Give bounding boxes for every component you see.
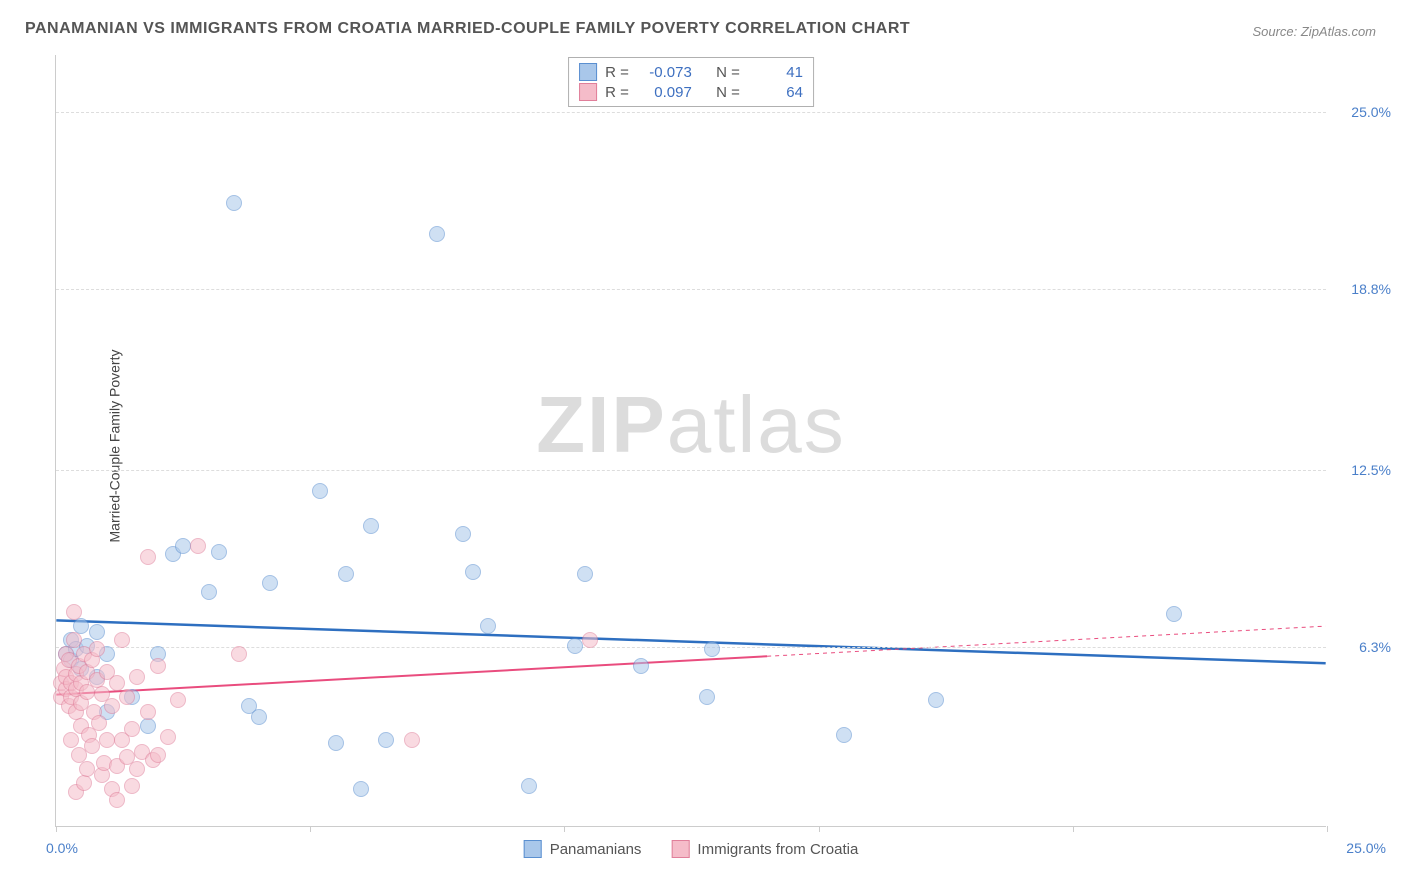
- scatter-point: [353, 781, 369, 797]
- x-axis-max-label: 25.0%: [1346, 840, 1386, 856]
- scatter-point: [211, 544, 227, 560]
- scatter-point: [404, 732, 420, 748]
- scatter-point: [84, 738, 100, 754]
- scatter-point: [99, 732, 115, 748]
- y-tick-label: 6.3%: [1359, 639, 1391, 655]
- bottom-legend: Panamanians Immigrants from Croatia: [524, 840, 859, 858]
- scatter-point: [480, 618, 496, 634]
- plot-area: ZIPatlas R = -0.073 N = 41R = 0.097 N = 64 0…: [55, 55, 1326, 827]
- scatter-point: [150, 747, 166, 763]
- scatter-point: [521, 778, 537, 794]
- stat-r-value: -0.073: [637, 64, 692, 81]
- stat-n-value: 41: [748, 64, 803, 81]
- scatter-point: [465, 564, 481, 580]
- stats-legend-box: R = -0.073 N = 41 R = 0.097 N = 64: [568, 57, 814, 107]
- y-tick-label: 25.0%: [1351, 104, 1391, 120]
- scatter-point: [114, 632, 130, 648]
- scatter-point: [140, 718, 156, 734]
- scatter-point: [109, 792, 125, 808]
- y-tick-label: 12.5%: [1351, 462, 1391, 478]
- x-tick: [819, 826, 820, 832]
- y-tick-label: 18.8%: [1351, 281, 1391, 297]
- scatter-point: [567, 638, 583, 654]
- scatter-point: [129, 761, 145, 777]
- x-tick: [1073, 826, 1074, 832]
- gridline: [56, 289, 1326, 290]
- scatter-point: [89, 641, 105, 657]
- scatter-point: [312, 483, 328, 499]
- scatter-point: [699, 689, 715, 705]
- scatter-point: [79, 761, 95, 777]
- scatter-point: [262, 575, 278, 591]
- scatter-point: [140, 704, 156, 720]
- scatter-point: [928, 692, 944, 708]
- legend-item: Panamanians: [524, 840, 642, 858]
- x-tick: [56, 826, 57, 832]
- scatter-point: [378, 732, 394, 748]
- scatter-point: [704, 641, 720, 657]
- legend-swatch: [671, 840, 689, 858]
- scatter-point: [338, 566, 354, 582]
- scatter-point: [455, 526, 471, 542]
- gridline: [56, 470, 1326, 471]
- gridline: [56, 112, 1326, 113]
- x-tick: [310, 826, 311, 832]
- scatter-point: [633, 658, 649, 674]
- stat-n-label: N =: [716, 64, 740, 81]
- scatter-point: [582, 632, 598, 648]
- scatter-point: [66, 604, 82, 620]
- scatter-point: [251, 709, 267, 725]
- chart-title: PANAMANIAN VS IMMIGRANTS FROM CROATIA MA…: [25, 20, 910, 38]
- stat-r-value: 0.097: [637, 84, 692, 101]
- scatter-point: [577, 566, 593, 582]
- scatter-point: [119, 689, 135, 705]
- scatter-point: [363, 518, 379, 534]
- scatter-point: [836, 727, 852, 743]
- stats-row: R = -0.073 N = 41: [579, 62, 803, 82]
- source-attribution: Source: ZipAtlas.com: [1252, 24, 1376, 39]
- x-axis-min-label: 0.0%: [46, 840, 78, 856]
- watermark: ZIPatlas: [536, 379, 845, 471]
- scatter-point: [190, 538, 206, 554]
- scatter-point: [66, 632, 82, 648]
- scatter-point: [1166, 606, 1182, 622]
- legend-label: Panamanians: [550, 841, 642, 858]
- legend-label: Immigrants from Croatia: [697, 841, 858, 858]
- scatter-point: [328, 735, 344, 751]
- scatter-point: [170, 692, 186, 708]
- stat-n-label: N =: [716, 84, 740, 101]
- scatter-point: [160, 729, 176, 745]
- scatter-point: [104, 698, 120, 714]
- stat-r-label: R =: [605, 64, 629, 81]
- scatter-point: [226, 195, 242, 211]
- scatter-point: [124, 721, 140, 737]
- scatter-point: [76, 775, 92, 791]
- x-tick: [1327, 826, 1328, 832]
- x-tick: [564, 826, 565, 832]
- legend-swatch: [579, 83, 597, 101]
- scatter-point: [231, 646, 247, 662]
- scatter-point: [201, 584, 217, 600]
- scatter-point: [129, 669, 145, 685]
- scatter-point: [124, 778, 140, 794]
- scatter-point: [91, 715, 107, 731]
- scatter-point: [109, 675, 125, 691]
- legend-item: Immigrants from Croatia: [671, 840, 858, 858]
- scatter-point: [429, 226, 445, 242]
- scatter-point: [175, 538, 191, 554]
- gridline: [56, 647, 1326, 648]
- scatter-point: [150, 658, 166, 674]
- stat-n-value: 64: [748, 84, 803, 101]
- scatter-point: [89, 624, 105, 640]
- legend-swatch: [579, 63, 597, 81]
- stats-row: R = 0.097 N = 64: [579, 82, 803, 102]
- scatter-point: [140, 549, 156, 565]
- legend-swatch: [524, 840, 542, 858]
- stat-r-label: R =: [605, 84, 629, 101]
